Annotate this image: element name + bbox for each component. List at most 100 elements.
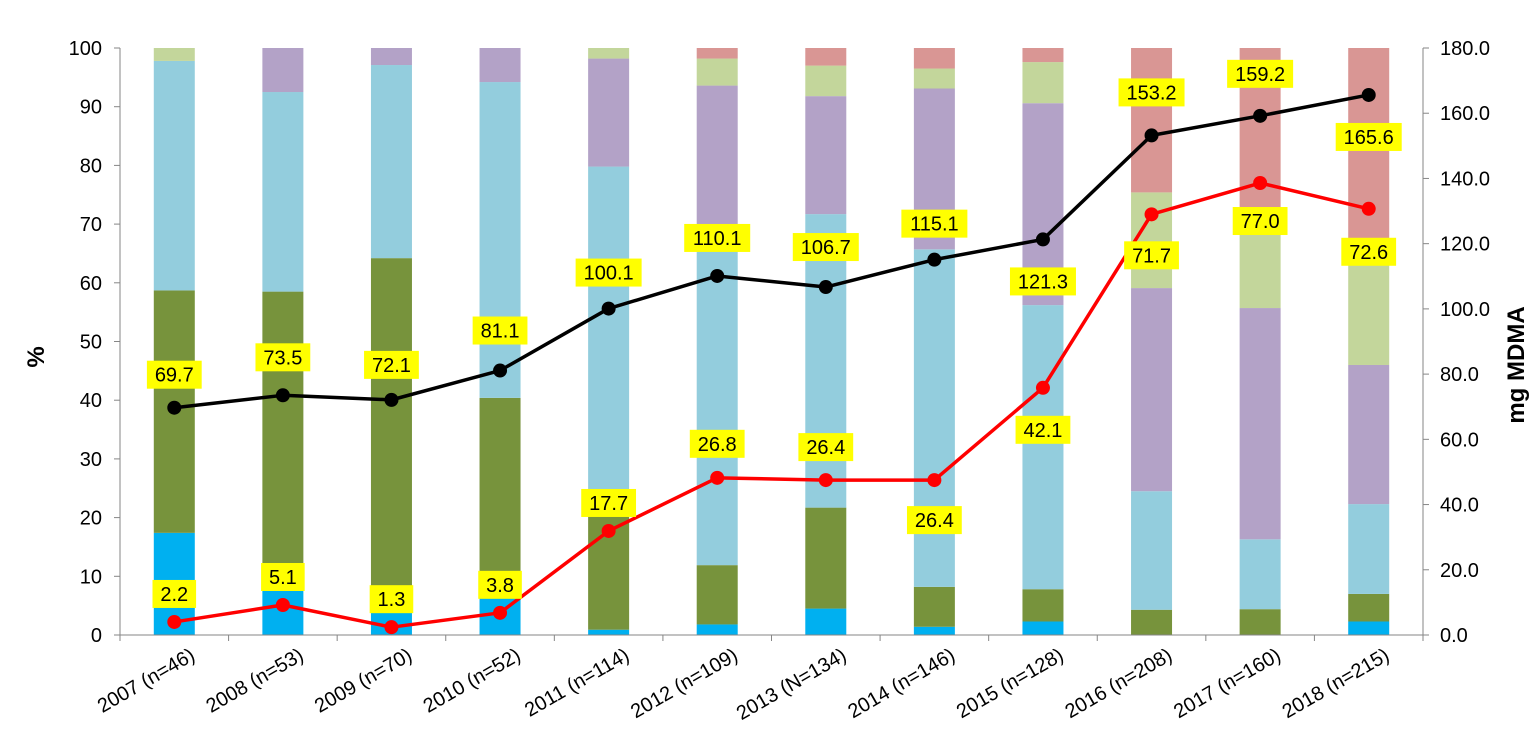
bar-segment bbox=[696, 58, 738, 86]
data-label-box bbox=[1009, 267, 1076, 296]
y-tick-label: 100 bbox=[69, 38, 102, 60]
y2-tick-label: 80.0 bbox=[1440, 364, 1479, 386]
bar-segment bbox=[913, 626, 955, 635]
bar-segment bbox=[1348, 364, 1390, 505]
bar-segment bbox=[1239, 223, 1281, 309]
data-label-box bbox=[901, 209, 968, 238]
x-tick-label: 2009 (n=70) bbox=[311, 644, 416, 717]
x-tick-label: 2015 (n=128) bbox=[953, 644, 1068, 723]
x-tick-label: 2017 (n=160) bbox=[1170, 644, 1285, 723]
line-marker bbox=[384, 392, 399, 407]
bar-segment bbox=[1131, 609, 1173, 635]
bar-segment bbox=[1022, 621, 1064, 635]
bar-segment bbox=[1239, 308, 1281, 540]
y-tick-label: 50 bbox=[80, 332, 102, 354]
data-label-box bbox=[798, 433, 854, 462]
bar-segment bbox=[588, 629, 630, 635]
data-label-box bbox=[146, 360, 202, 389]
y-tick-label: 80 bbox=[80, 155, 102, 177]
data-label: 3.8 bbox=[486, 575, 514, 597]
data-label: 71.7 bbox=[1132, 245, 1171, 267]
line-marker bbox=[1035, 232, 1050, 247]
line-marker bbox=[818, 280, 833, 295]
line-marker bbox=[167, 614, 182, 629]
line-marker bbox=[927, 252, 942, 267]
y-tick-label: 40 bbox=[80, 390, 102, 412]
y2-tick-label: 20.0 bbox=[1440, 560, 1479, 582]
bar-segment bbox=[153, 48, 195, 61]
data-label-box bbox=[364, 350, 419, 379]
line-marker bbox=[1361, 87, 1376, 102]
y2-tick-label: 0.0 bbox=[1440, 625, 1468, 647]
y2-tick-label: 140.0 bbox=[1440, 168, 1490, 190]
y-tick-label: 0 bbox=[91, 625, 102, 647]
y-tick-label: 70 bbox=[80, 214, 102, 236]
bar-segment bbox=[1239, 539, 1281, 610]
bar-segment bbox=[805, 48, 847, 66]
line-marker bbox=[384, 620, 399, 635]
data-label-box bbox=[1118, 78, 1185, 107]
line-marker bbox=[1144, 128, 1159, 143]
y2-tick-label: 120.0 bbox=[1440, 234, 1490, 256]
data-label-box bbox=[1232, 207, 1288, 236]
bar-segment bbox=[805, 507, 847, 609]
bar-segment bbox=[588, 166, 630, 517]
y-tick-label: 90 bbox=[80, 97, 102, 119]
y-tick-label: 10 bbox=[80, 566, 102, 588]
data-label: 165.6 bbox=[1344, 127, 1394, 149]
line-marker bbox=[1361, 201, 1376, 216]
line-marker bbox=[167, 400, 182, 415]
bar-segment bbox=[1131, 288, 1173, 492]
bar-segment bbox=[696, 565, 738, 625]
line-marker bbox=[1253, 176, 1268, 191]
y-tick-label: 20 bbox=[80, 508, 102, 530]
data-label-box bbox=[1335, 122, 1402, 151]
data-label: 26.8 bbox=[698, 434, 737, 456]
line-marker bbox=[601, 523, 616, 538]
y-axis-title: % bbox=[23, 346, 50, 367]
data-label: 26.4 bbox=[915, 510, 954, 532]
bar-segment bbox=[913, 48, 955, 69]
bar-segment bbox=[913, 249, 955, 587]
x-tick-label: 2014 (n=146) bbox=[844, 644, 959, 723]
data-label: 69.7 bbox=[155, 365, 194, 387]
y-tick-label: 60 bbox=[80, 273, 102, 295]
y2-tick-label: 60.0 bbox=[1440, 429, 1479, 451]
data-label: 17.7 bbox=[589, 493, 628, 515]
bar-segment bbox=[370, 258, 412, 594]
data-label-box bbox=[684, 223, 751, 252]
data-label-box bbox=[1227, 59, 1294, 88]
bar-segment bbox=[1239, 609, 1281, 635]
bar-segment bbox=[1348, 593, 1390, 622]
bar-segment bbox=[1131, 491, 1173, 610]
line-marker bbox=[818, 473, 833, 488]
bar-segment bbox=[262, 48, 304, 93]
data-label: 153.2 bbox=[1127, 82, 1177, 104]
bar-segment bbox=[1131, 48, 1173, 193]
bar-segment bbox=[1022, 305, 1064, 590]
x-tick-label: 2011 (n=114) bbox=[521, 644, 633, 721]
bar-segment bbox=[1348, 264, 1390, 365]
data-label: 106.7 bbox=[801, 237, 851, 259]
line-marker bbox=[1253, 108, 1268, 123]
y2-tick-label: 160.0 bbox=[1440, 103, 1490, 125]
data-label: 26.4 bbox=[806, 437, 845, 459]
bar-segment bbox=[1348, 621, 1390, 635]
data-label: 42.1 bbox=[1023, 420, 1062, 442]
bar-segment bbox=[479, 82, 521, 398]
y2-tick-label: 40.0 bbox=[1440, 495, 1479, 517]
data-label: 100.1 bbox=[584, 263, 634, 285]
data-label-box bbox=[792, 233, 859, 262]
data-label-box bbox=[152, 579, 197, 608]
bar-segment bbox=[479, 48, 521, 83]
line-marker bbox=[927, 473, 942, 488]
x-tick-label: 2018 (n=215) bbox=[1279, 644, 1394, 723]
data-label: 1.3 bbox=[378, 589, 406, 611]
y2-axis-title: mg MDMA bbox=[1503, 306, 1530, 423]
x-tick-label: 2016 (n=208) bbox=[1062, 644, 1177, 723]
y2-tick-label: 180.0 bbox=[1440, 38, 1490, 60]
bar-segment bbox=[370, 65, 412, 259]
x-tick-label: 2013 (N=134) bbox=[733, 644, 850, 724]
bar-segment bbox=[696, 85, 738, 226]
